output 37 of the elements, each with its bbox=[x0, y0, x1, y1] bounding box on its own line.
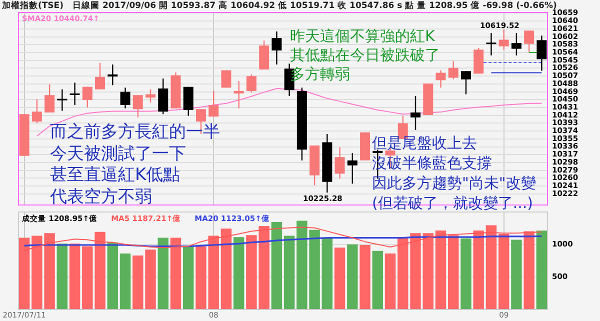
bar bbox=[182, 246, 194, 310]
bar bbox=[132, 255, 144, 310]
bar bbox=[69, 244, 80, 310]
bar bbox=[360, 244, 370, 310]
bar bbox=[410, 233, 421, 310]
bar bbox=[107, 242, 118, 310]
bar bbox=[18, 238, 30, 310]
bar bbox=[271, 222, 282, 310]
bar bbox=[322, 238, 333, 310]
bar bbox=[486, 225, 497, 310]
bar bbox=[511, 240, 522, 310]
bar bbox=[398, 237, 408, 310]
bar bbox=[170, 238, 182, 310]
bar bbox=[435, 230, 446, 310]
bar bbox=[158, 238, 168, 310]
bar bbox=[448, 235, 459, 310]
bar bbox=[498, 234, 510, 310]
bar bbox=[56, 244, 68, 310]
bar bbox=[384, 254, 396, 310]
chart-title: 加權指數(TSE) 日線圖 2017/09/06 開 10593.87 高 10604.92 低 10519.71 收 10547.86 s 點 量 1208.95 億 -69.98 (-0.66%) bbox=[2, 0, 557, 11]
candlestick bbox=[486, 33, 496, 56]
bar bbox=[334, 248, 346, 310]
candlestick bbox=[234, 81, 244, 108]
bar bbox=[536, 230, 548, 310]
bar bbox=[284, 236, 295, 310]
candlestick bbox=[70, 82, 80, 106]
bar bbox=[422, 233, 434, 310]
bar bbox=[372, 250, 384, 310]
bar bbox=[120, 254, 131, 310]
bar bbox=[145, 250, 156, 310]
bar bbox=[233, 237, 244, 310]
bar bbox=[524, 231, 534, 310]
candlestick bbox=[57, 89, 68, 111]
bar bbox=[460, 238, 472, 310]
bar bbox=[220, 228, 232, 310]
bar bbox=[347, 244, 358, 310]
bar bbox=[473, 230, 484, 310]
